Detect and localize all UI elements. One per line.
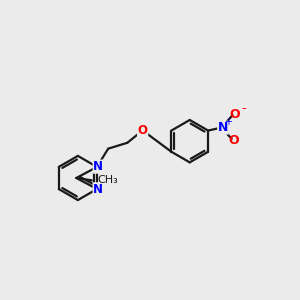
Text: O: O	[230, 108, 240, 121]
Text: O: O	[138, 124, 148, 136]
Text: -: -	[241, 102, 246, 115]
Text: CH₃: CH₃	[97, 175, 118, 185]
Text: N: N	[218, 121, 228, 134]
Text: +: +	[224, 117, 232, 127]
Text: N: N	[93, 183, 103, 196]
Text: N: N	[93, 160, 103, 173]
Text: O: O	[228, 134, 239, 147]
